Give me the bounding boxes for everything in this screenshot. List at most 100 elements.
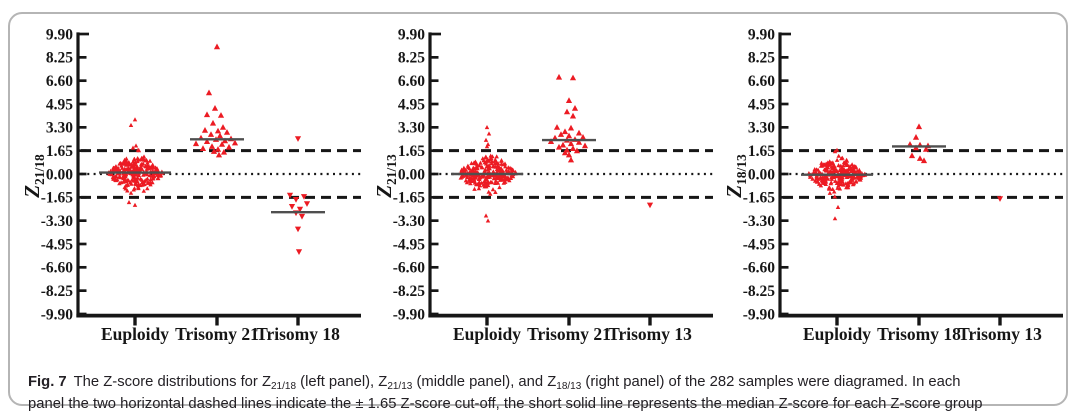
- data-point: [141, 188, 147, 193]
- data-point: [214, 146, 222, 152]
- y-tick-label: -1.65: [41, 190, 74, 207]
- caption-figure-label: Fig. 7: [28, 373, 67, 390]
- data-point: [476, 176, 482, 181]
- data-point: [134, 178, 140, 183]
- y-tick-label: 9.90: [46, 26, 73, 43]
- data-point: [486, 174, 491, 179]
- data-point: [484, 124, 490, 130]
- caption-text: (left panel), Z: [296, 373, 388, 390]
- data-point: [851, 181, 857, 186]
- data-point: [464, 180, 470, 185]
- data-point: [819, 160, 824, 165]
- data-point: [841, 163, 846, 168]
- data-point: [837, 167, 843, 172]
- data-point: [996, 196, 1004, 202]
- data-point: [482, 168, 487, 173]
- data-point: [216, 132, 224, 139]
- data-point: [207, 131, 215, 137]
- y-axis-title: Z21/13: [372, 154, 399, 199]
- data-point: [219, 124, 227, 130]
- data-point: [473, 182, 479, 187]
- y-axis-title: Z21/18: [20, 154, 47, 199]
- data-point: [510, 167, 516, 173]
- data-point: [561, 149, 569, 156]
- data-point: [839, 156, 844, 161]
- data-point: [807, 174, 813, 179]
- y-tick-label: 0.00: [46, 166, 73, 183]
- data-point: [494, 160, 500, 166]
- data-point: [465, 163, 471, 168]
- data-point: [133, 143, 139, 148]
- data-point: [843, 181, 849, 186]
- data-point: [154, 172, 160, 177]
- data-point: [849, 168, 854, 173]
- data-point: [139, 157, 144, 162]
- data-point: [209, 119, 217, 126]
- data-point: [834, 157, 840, 162]
- y-tick-label: 6.60: [748, 73, 775, 90]
- data-point: [507, 165, 513, 170]
- y-tick-label: 1.65: [398, 143, 425, 160]
- figure-caption: Fig. 7 The Z-score distributions for Z21/…: [28, 372, 1050, 415]
- data-point: [484, 164, 490, 169]
- data-point: [575, 129, 583, 136]
- data-point: [850, 177, 855, 182]
- data-point: [119, 165, 125, 170]
- data-point: [816, 169, 822, 175]
- data-point: [915, 123, 923, 130]
- data-point: [128, 122, 134, 127]
- category-label: Euploidy: [453, 324, 521, 344]
- y-axis-title: Z18/13: [722, 154, 749, 199]
- data-point: [491, 169, 496, 174]
- data-point: [565, 151, 573, 158]
- data-point: [490, 154, 495, 159]
- data-point: [295, 249, 303, 255]
- data-point: [145, 172, 150, 177]
- data-point: [143, 177, 149, 182]
- data-point: [124, 182, 130, 187]
- data-point: [154, 166, 160, 171]
- data-point: [467, 166, 472, 171]
- data-point: [292, 197, 300, 203]
- data-point: [111, 174, 116, 179]
- data-point: [838, 163, 844, 168]
- data-point: [569, 112, 577, 119]
- y-tick-label: -1.65: [393, 190, 426, 207]
- data-point: [225, 143, 233, 150]
- data-point: [458, 175, 464, 180]
- data-point: [920, 157, 928, 164]
- data-point: [474, 163, 480, 168]
- data-point: [215, 151, 223, 158]
- data-point: [468, 169, 473, 174]
- y-tick-label: -3.30: [743, 213, 776, 230]
- data-point: [294, 136, 302, 142]
- data-point: [844, 157, 849, 162]
- y-tick-label: -8.25: [743, 283, 776, 300]
- data-point: [294, 226, 302, 233]
- y-tick-label: -6.60: [393, 260, 426, 277]
- data-point: [835, 204, 841, 209]
- data-point: [497, 184, 502, 190]
- data-point: [148, 182, 153, 187]
- caption-text: The Z-score distributions for Z: [73, 373, 271, 390]
- data-point: [555, 73, 563, 80]
- data-point: [830, 186, 835, 191]
- data-point: [557, 131, 565, 137]
- data-point: [498, 175, 504, 180]
- data-point: [472, 186, 477, 191]
- caption-text: (middle panel), and Z: [412, 373, 557, 390]
- data-point: [296, 206, 304, 213]
- data-point: [467, 178, 472, 183]
- data-point: [471, 160, 477, 165]
- data-point: [502, 177, 507, 182]
- data-point: [143, 163, 148, 168]
- data-point: [838, 179, 844, 184]
- data-point: [567, 124, 575, 131]
- data-point: [916, 155, 924, 161]
- data-point: [471, 165, 476, 170]
- panel-z18-13: 9.90 8.25 6.60 4.95 3.30 1.65 0.00 -1.65 -3.30 -4…: [722, 26, 1063, 344]
- data-point: [504, 175, 510, 180]
- data-point: [150, 162, 155, 167]
- data-point: [573, 147, 581, 154]
- data-point: [141, 154, 147, 159]
